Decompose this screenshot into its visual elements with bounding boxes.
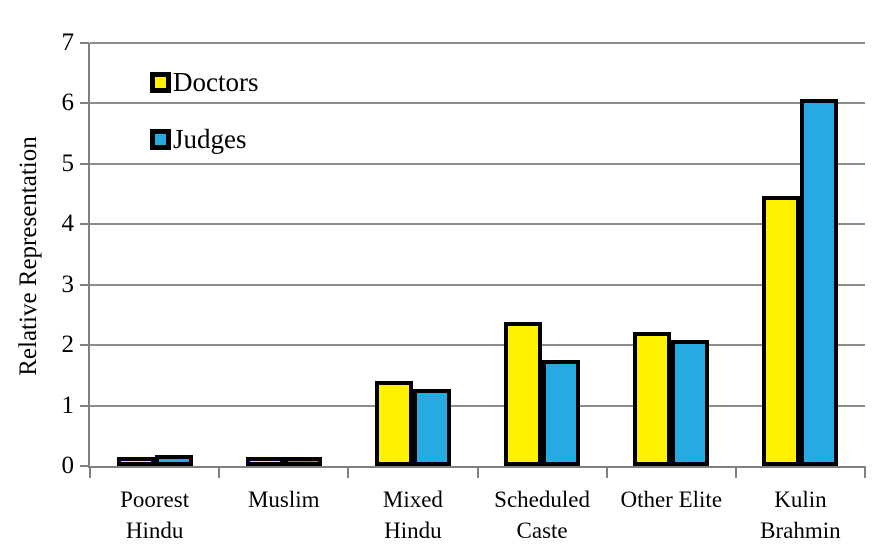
gridline-6 (90, 102, 865, 105)
gridline-7 (90, 42, 865, 44)
bar-judges-scheduled-caste (542, 360, 580, 466)
y-tick-label-0: 0 (61, 452, 75, 479)
x-tick-boundary-5 (734, 466, 737, 478)
x-category-label-kulin-brahmin: Kulin Brahmin (760, 484, 841, 546)
x-tick-boundary-4 (605, 466, 608, 478)
x-tick-boundary-0 (89, 466, 91, 478)
legend-item-judges: Judges (150, 126, 247, 153)
x-tick-boundary-3 (476, 466, 479, 478)
bar-judges-poorest-hindu (155, 455, 193, 466)
x-tick-boundary-2 (347, 466, 350, 478)
bar-judges-kulin-brahmin (800, 99, 838, 466)
y-tick-2 (80, 344, 89, 347)
x-category-label-other-elite: Other Elite (620, 484, 722, 515)
legend-label-judges: Judges (173, 124, 247, 154)
bar-judges-mixed-hindu (413, 389, 451, 466)
x-category-label-muslim: Muslim (248, 484, 320, 515)
y-tick-label-5: 5 (61, 149, 75, 177)
bar-doctors-kulin-brahmin (762, 196, 800, 466)
x-category-label-line-1: Scheduled (494, 487, 590, 512)
y-tick-3 (80, 283, 89, 286)
legend-swatch-doctors (150, 72, 171, 93)
x-tick-boundary-6 (864, 466, 866, 478)
gridline-1 (90, 404, 865, 407)
bar-judges-other-elite (671, 340, 709, 466)
x-tick-boundary-1 (218, 466, 221, 478)
x-category-label-scheduled-caste: Scheduled Caste (494, 484, 590, 546)
x-category-label-line-1: Poorest (120, 487, 190, 512)
y-tick-4 (80, 223, 89, 226)
bar-doctors-other-elite (633, 332, 671, 466)
x-category-label-line-2: Brahmin (760, 518, 841, 543)
bar-doctors-mixed-hindu (375, 381, 413, 466)
bar-doctors-scheduled-caste (504, 322, 542, 466)
y-tick-label-7: 7 (61, 29, 75, 56)
legend-swatch-judges (150, 129, 171, 150)
y-tick-label-3: 3 (61, 270, 75, 298)
y-axis-line (88, 43, 90, 468)
y-tick-0 (80, 465, 89, 467)
gridline-2 (90, 344, 865, 347)
y-tick-6 (80, 102, 89, 105)
y-tick-label-4: 4 (61, 210, 75, 238)
x-category-label-line-2: Hindu (384, 518, 442, 543)
gridline-4 (90, 223, 865, 226)
y-tick-label-2: 2 (61, 331, 75, 359)
bar-doctors-muslim (246, 457, 284, 466)
y-tick-label-1: 1 (61, 391, 75, 419)
x-category-label-line-1: Kulin (774, 487, 827, 512)
gridline-5 (90, 162, 865, 165)
x-category-label-line-1: Muslim (247, 487, 320, 512)
plot-area: Doctors Judges (80, 42, 866, 478)
x-category-label-line-2: Hindu (125, 518, 184, 543)
legend-item-doctors: Doctors (150, 69, 258, 96)
x-category-label-mixed-hindu: Mixed Hindu (383, 484, 443, 546)
bar-judges-muslim (284, 457, 322, 466)
x-category-label-line-1: Other Elite (620, 487, 723, 512)
y-tick-5 (80, 162, 89, 165)
y-tick-1 (80, 404, 89, 407)
gridline-3 (90, 283, 865, 286)
x-category-label-poorest-hindu: Poorest Hindu (120, 484, 189, 546)
x-category-label-line-2: Caste (516, 518, 568, 543)
x-category-label-line-1: Mixed (382, 487, 443, 512)
legend-label-doctors: Doctors (173, 67, 259, 97)
y-tick-label-6: 6 (61, 89, 75, 117)
y-tick-7 (80, 42, 89, 44)
bar-doctors-poorest-hindu (117, 457, 155, 466)
